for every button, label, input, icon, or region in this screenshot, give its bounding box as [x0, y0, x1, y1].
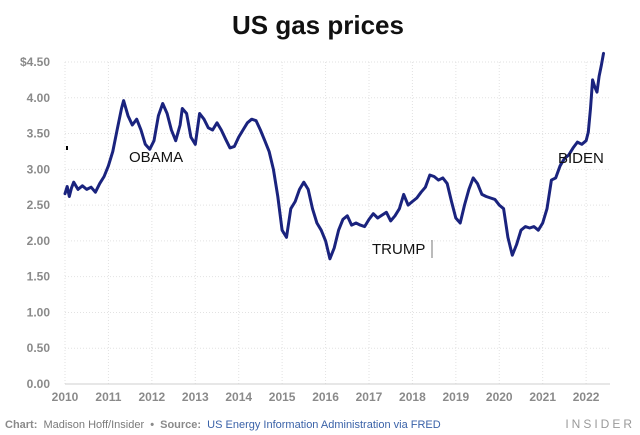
chart-footer: Chart: Madison Hoff/Insider • Source: US… [5, 419, 441, 431]
grid-lines [64, 61, 610, 384]
chart-credit: Madison Hoff/Insider [43, 419, 144, 431]
x-tick-label: 2010 [52, 390, 79, 404]
y-tick-label: 2.50 [27, 198, 51, 212]
insider-logo: INSIDER [565, 417, 635, 431]
x-tick-label: 2020 [486, 390, 513, 404]
y-tick-label: $4.50 [20, 55, 50, 69]
chart-title: US gas prices [232, 10, 404, 40]
x-tick-label: 2013 [182, 390, 209, 404]
trump-annotation: TRUMP [372, 241, 425, 258]
obama-annotation: OBAMA [129, 149, 183, 166]
y-tick-label: 1.50 [27, 270, 51, 284]
y-tick-label: 0.00 [27, 377, 51, 391]
x-tick-label: 2014 [225, 390, 252, 404]
x-tick-label: 2015 [269, 390, 296, 404]
x-tick-label: 2019 [442, 390, 469, 404]
x-tick-label: 2017 [356, 390, 383, 404]
x-tick-label: 2016 [312, 390, 339, 404]
y-axis-tick-labels: 0.00 0.50 1.00 1.50 2.00 2.50 3.00 3.50 4.00 $4.5… [20, 55, 50, 391]
source-link[interactable]: US Energy Information Administration via… [207, 419, 441, 431]
x-tick-label: 2018 [399, 390, 426, 404]
x-axis-tick-labels: 2010 2011 2012 2013 2014 2015 2016 2017 2018 2019… [52, 390, 600, 404]
chart-credit-label: Chart: [5, 419, 37, 431]
source-label: Source: [160, 419, 201, 431]
y-tick-label: 1.00 [27, 305, 51, 319]
y-tick-label: 2.00 [27, 234, 51, 248]
x-tick-label: 2021 [529, 390, 556, 404]
x-tick-label: 2012 [139, 390, 166, 404]
gas-price-line [63, 51, 605, 261]
biden-annotation: BIDEN [558, 150, 604, 167]
y-tick-label: 3.00 [27, 162, 51, 176]
footer-separator: • [150, 419, 154, 431]
y-tick-label: 0.50 [27, 341, 51, 355]
y-tick-label: 4.00 [27, 91, 51, 105]
y-tick-label: 3.50 [27, 127, 51, 141]
x-tick-label: 2022 [573, 390, 600, 404]
x-tick-label: 2011 [95, 390, 121, 404]
